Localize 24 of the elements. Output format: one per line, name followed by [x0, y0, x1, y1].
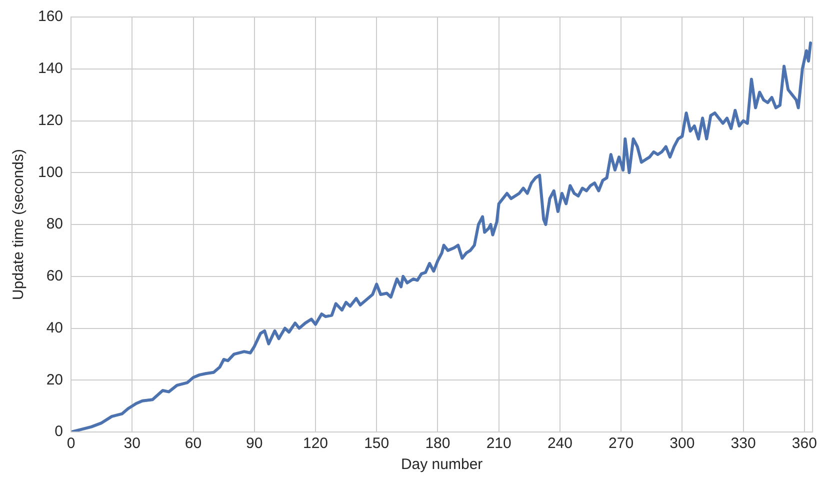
x-tick-label: 30: [124, 435, 140, 452]
y-tick-label: 120: [38, 112, 64, 129]
x-tick-label: 240: [547, 435, 572, 452]
x-tick-label: 90: [246, 435, 263, 452]
y-tick-label: 140: [38, 60, 64, 78]
x-tick-label: 120: [302, 435, 328, 452]
x-tick-label: 180: [425, 435, 450, 452]
y-tick-label: 160: [38, 8, 64, 26]
x-tick-label: 270: [608, 435, 634, 452]
y-tick-label: 20: [46, 371, 64, 388]
y-axis-title: Update time (seconds): [10, 149, 28, 300]
x-axis-title: Day number: [400, 456, 483, 474]
y-tick-label: 40: [46, 319, 64, 336]
y-tick-label: 100: [38, 164, 64, 181]
x-tick-label: 0: [66, 435, 76, 452]
y-tick-label: 60: [46, 268, 64, 285]
x-tick-label: 360: [792, 435, 817, 452]
y-tick-label: 80: [46, 216, 64, 233]
x-tick-label: 300: [670, 435, 695, 452]
x-tick-label: 210: [486, 435, 512, 452]
x-tick-label: 330: [730, 435, 756, 452]
y-tick-label: 0: [54, 423, 64, 440]
x-tick-label: 150: [364, 435, 390, 452]
x-tick-label: 60: [184, 435, 202, 452]
